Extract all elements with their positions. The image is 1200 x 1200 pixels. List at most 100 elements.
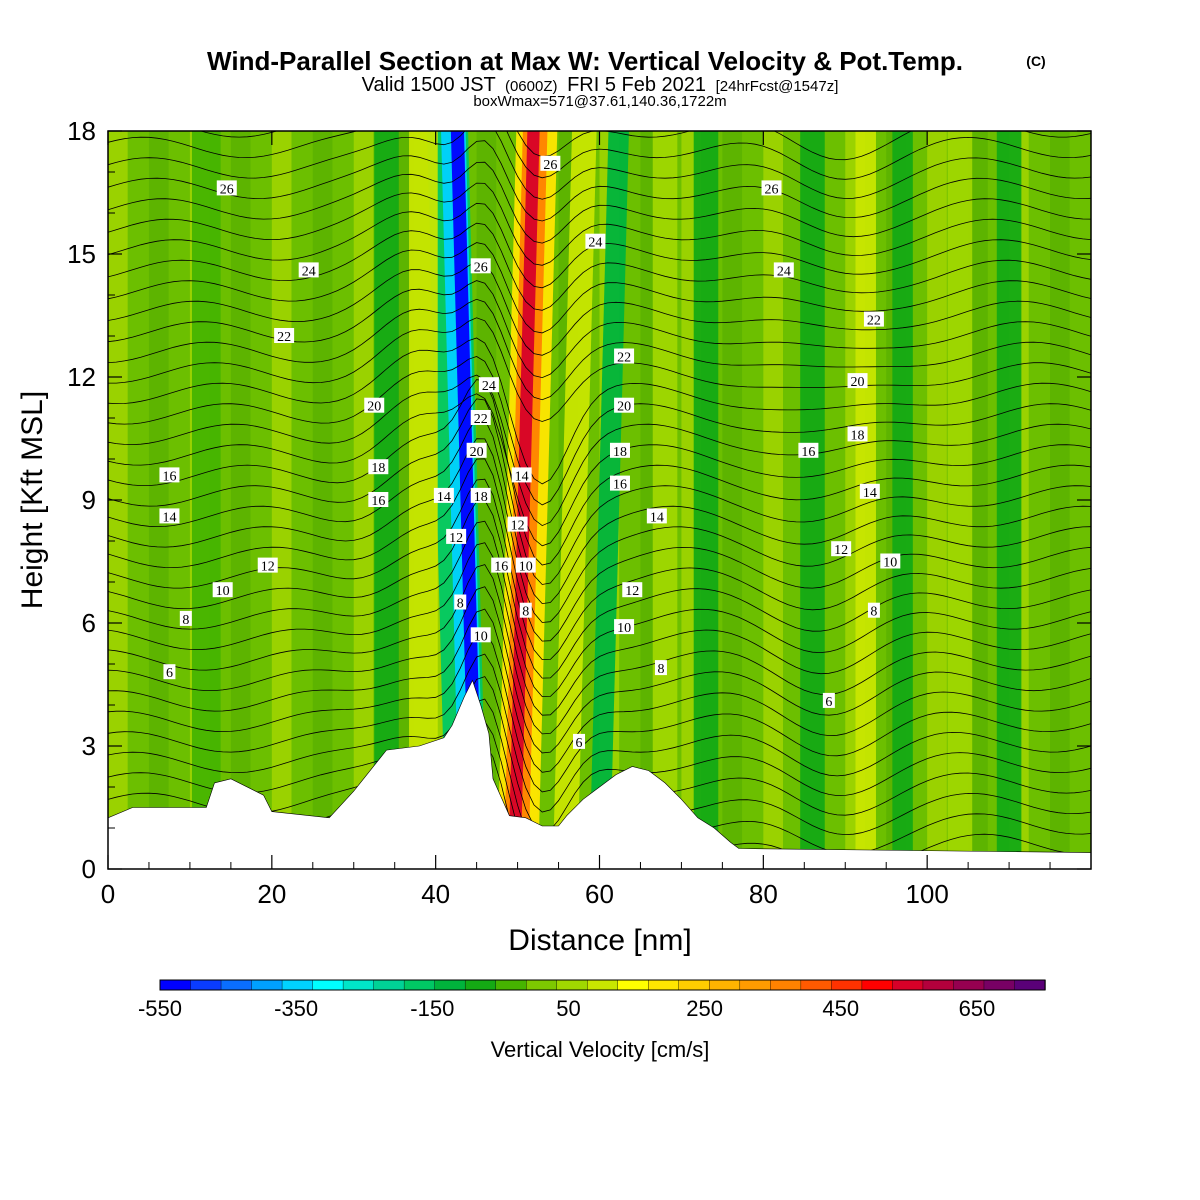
contour-label: 24 (585, 233, 606, 251)
contour-label: 20 (466, 442, 487, 460)
forecast-info: [24hrFcst@1547z] (716, 78, 839, 95)
contour-label-text: 22 (474, 412, 488, 427)
colorbar-swatch (861, 979, 894, 991)
contour-label-text: 10 (216, 584, 230, 599)
background-stripe (353, 131, 374, 869)
theta-contour (108, 458, 1091, 642)
contour-label-bg (257, 557, 278, 573)
contour-label-text: 6 (576, 736, 583, 751)
contour-label-text: 12 (511, 519, 525, 534)
contour-label: 18 (368, 459, 389, 476)
contour-label-bg (515, 557, 536, 573)
contour-label-bg (433, 487, 454, 503)
colorbar-tick-label: 650 (959, 996, 996, 1021)
colorbar-tick-label: -550 (138, 996, 182, 1021)
contour-label-bg (761, 180, 782, 196)
contour-label-text: 14 (162, 510, 176, 525)
contour-label: 10 (515, 557, 536, 575)
contour-label: 8 (867, 602, 880, 620)
contour-label: 12 (257, 557, 278, 575)
colorbar-swatch (434, 979, 466, 991)
contour-label: 26 (540, 155, 561, 173)
theta-contour (108, 374, 1091, 527)
velocity-band (589, 131, 629, 869)
contour-label-bg (368, 459, 389, 475)
x-tick-label: 40 (421, 879, 450, 909)
contour-label: 16 (159, 467, 180, 484)
contour-label-bg (470, 627, 491, 643)
contour-label-text: 26 (220, 182, 234, 197)
contour-label: 10 (880, 553, 901, 571)
contour-label-bg (798, 442, 819, 458)
plot-area: 26 24 22 20 18 16 14 16 14 12 12 10 8 8 6 26 24 22 20 18 16 1… (108, 131, 1091, 869)
contour-label-bg (773, 262, 794, 278)
contour-label-text: 12 (449, 531, 463, 546)
colorbar-swatch (251, 979, 283, 991)
contour-label-text: 12 (834, 543, 848, 558)
theta-contour (108, 379, 1091, 566)
contour-label-bg (216, 180, 237, 196)
contour-label: 14 (859, 483, 880, 501)
colorbar-label: Vertical Velocity [cm/s] (491, 1037, 710, 1062)
contour-label: 14 (511, 467, 532, 484)
contour-label-text: 18 (474, 490, 488, 505)
colorbar-tick-label: 50 (556, 996, 580, 1021)
theta-contour (108, 356, 1091, 506)
contour-label-bg (159, 508, 180, 524)
contour-label-bg (179, 610, 192, 626)
vertical-velocity-field (191, 131, 1022, 869)
contour-label-bg (364, 397, 385, 413)
contour-label-bg (540, 155, 561, 171)
theta-contour (108, 564, 1091, 735)
contour-label-text: 22 (867, 314, 881, 329)
velocity-band (892, 131, 913, 869)
contour-label-bg (831, 541, 852, 557)
colorbar-swatch (526, 979, 558, 991)
colorbar-swatch (373, 979, 405, 991)
contour-label-text: 20 (470, 445, 484, 460)
background-stripe (968, 131, 988, 869)
contour-label: 6 (573, 733, 586, 751)
colorbar-swatch (1014, 979, 1046, 991)
contour-label: 8 (519, 602, 532, 620)
colorbar-swatch (922, 979, 955, 991)
chart-title: Wind-Parallel Section at Max W: Vertical… (207, 46, 963, 76)
contour-label-text: 16 (613, 478, 627, 493)
contour-label-text: 12 (261, 560, 275, 575)
contour-label-bg (212, 582, 233, 598)
velocity-band (409, 131, 438, 869)
contour-label-bg (454, 594, 467, 610)
theta-contour (108, 438, 1091, 623)
velocity-band (450, 131, 484, 869)
velocity-band (693, 131, 719, 869)
colorbar-swatch (403, 979, 436, 991)
contour-label-text: 8 (522, 605, 529, 620)
colorbar-swatch (556, 979, 588, 991)
theta-contour (108, 131, 1091, 180)
contour-label: 16 (798, 442, 819, 460)
colorbar-swatch (312, 979, 344, 991)
contour-label: 12 (831, 541, 852, 558)
theta-contour (108, 608, 1091, 773)
contour-label-text: 22 (277, 330, 291, 345)
colorbar-swatch (739, 979, 772, 991)
contour-label: 26 (216, 180, 237, 197)
contour-label: 20 (847, 373, 868, 390)
theta-contour (108, 653, 1091, 813)
velocity-band (191, 131, 221, 869)
colorbar-swatch (678, 979, 711, 991)
theta-contour (108, 631, 1091, 793)
contour-label-bg (274, 328, 295, 343)
velocity-band (508, 131, 540, 869)
contour-label: 24 (773, 262, 794, 279)
contour-label-bg (622, 582, 643, 598)
colorbar-swatch (770, 979, 802, 991)
y-tick-label: 18 (67, 116, 96, 146)
theta-contour (108, 586, 1091, 754)
y-tick-label: 9 (82, 485, 96, 515)
colorbar-swatch (892, 979, 924, 991)
contour-label-text: 24 (302, 264, 316, 279)
x-tick-label: 80 (749, 879, 778, 909)
theta-contour (108, 280, 1091, 379)
contour-label-bg (470, 410, 491, 425)
